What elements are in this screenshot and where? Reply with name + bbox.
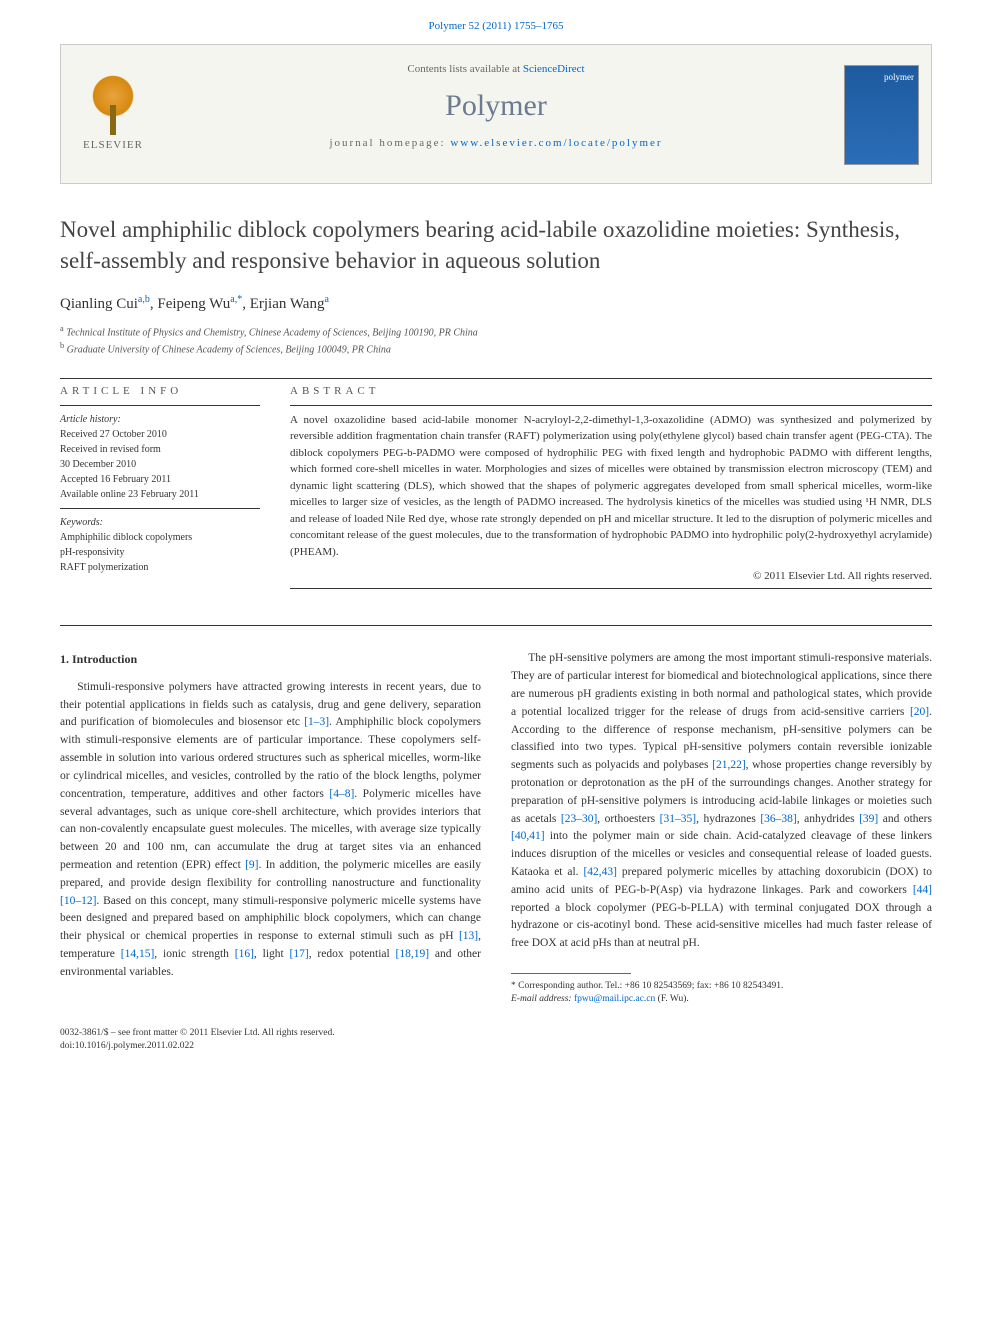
elsevier-label: ELSEVIER: [73, 139, 153, 151]
copyright-line: © 2011 Elsevier Ltd. All rights reserved…: [290, 570, 932, 582]
abstract-column: ABSTRACT A novel oxazolidine based acid-…: [290, 385, 932, 596]
section-heading: 1. Introduction: [60, 650, 481, 669]
citation-link[interactable]: [40,41]: [511, 830, 545, 842]
divider: [60, 405, 260, 406]
footer: 0032-3861/$ – see front matter © 2011 El…: [60, 1027, 932, 1054]
divider: [60, 378, 932, 379]
body-paragraph: The pH-sensitive polymers are among the …: [511, 650, 932, 953]
doi-line: doi:10.1016/j.polymer.2011.02.022: [60, 1040, 932, 1053]
article-title: Novel amphiphilic diblock copolymers bea…: [60, 214, 932, 276]
journal-reference: Polymer 52 (2011) 1755–1765: [60, 20, 932, 32]
divider: [290, 405, 932, 406]
history-heading: Article history:: [60, 412, 260, 427]
sciencedirect-link[interactable]: ScienceDirect: [523, 63, 585, 75]
citation-link[interactable]: [14,15]: [121, 948, 155, 960]
citation-link[interactable]: [42,43]: [583, 866, 617, 878]
elsevier-tree-icon: [83, 75, 143, 135]
footnote-divider: [511, 973, 631, 974]
author: Qianling Cuia,b: [60, 296, 150, 312]
citation-link[interactable]: [18,19]: [396, 948, 430, 960]
citation-link[interactable]: [13]: [459, 930, 478, 942]
homepage-link[interactable]: www.elsevier.com/locate/polymer: [450, 137, 662, 149]
online-date: Available online 23 February 2011: [60, 487, 260, 502]
citation-link[interactable]: [9]: [245, 859, 258, 871]
citation-link[interactable]: [36–38]: [760, 813, 796, 825]
citation-link[interactable]: [23–30]: [561, 813, 597, 825]
article-info-column: ARTICLE INFO Article history: Received 2…: [60, 385, 260, 596]
corresponding-author-note: * Corresponding author. Tel.: +86 10 825…: [511, 980, 932, 993]
citation-link[interactable]: [20]: [910, 706, 929, 718]
citation-link[interactable]: [44]: [913, 884, 932, 896]
issn-line: 0032-3861/$ – see front matter © 2011 El…: [60, 1027, 932, 1040]
author: Feipeng Wua,*: [157, 296, 242, 312]
email-line: E-mail address: fpwu@mail.ipc.ac.cn (F. …: [511, 993, 932, 1006]
article-body: 1. Introduction Stimuli-responsive polym…: [60, 650, 932, 1006]
keyword: pH-responsivity: [60, 545, 260, 560]
homepage-line: journal homepage: www.elsevier.com/locat…: [61, 137, 931, 149]
received-date: Received 27 October 2010: [60, 427, 260, 442]
divider: [290, 588, 932, 589]
contents-line: Contents lists available at ScienceDirec…: [61, 63, 931, 75]
article-info-label: ARTICLE INFO: [60, 385, 260, 397]
keywords-heading: Keywords:: [60, 515, 260, 530]
citation-link[interactable]: [10–12]: [60, 895, 96, 907]
citation-link[interactable]: [17]: [290, 948, 309, 960]
journal-header-box: ELSEVIER Contents lists available at Sci…: [60, 44, 932, 184]
keyword: RAFT polymerization: [60, 560, 260, 575]
journal-name: Polymer: [61, 89, 931, 123]
journal-cover-thumbnail[interactable]: polymer: [844, 65, 919, 165]
email-link[interactable]: fpwu@mail.ipc.ac.cn: [574, 994, 655, 1004]
accepted-date: Accepted 16 February 2011: [60, 472, 260, 487]
citation-link[interactable]: [31–35]: [660, 813, 696, 825]
divider: [60, 508, 260, 509]
abstract-label: ABSTRACT: [290, 385, 932, 397]
keyword: Amphiphilic diblock copolymers: [60, 530, 260, 545]
elsevier-logo[interactable]: ELSEVIER: [73, 75, 153, 151]
citation-link[interactable]: [39]: [859, 813, 878, 825]
journal-ref-link[interactable]: Polymer 52 (2011) 1755–1765: [429, 20, 564, 32]
citation-link[interactable]: [4–8]: [329, 788, 354, 800]
abstract-text: A novel oxazolidine based acid-labile mo…: [290, 412, 932, 561]
affiliations: a Technical Institute of Physics and Che…: [60, 323, 932, 358]
revised-date: 30 December 2010: [60, 457, 260, 472]
revised-label: Received in revised form: [60, 442, 260, 457]
body-paragraph: Stimuli-responsive polymers have attract…: [60, 679, 481, 982]
citation-link[interactable]: [16]: [235, 948, 254, 960]
divider: [60, 625, 932, 626]
citation-link[interactable]: [21,22]: [712, 759, 746, 771]
author: Erjian Wanga: [250, 296, 329, 312]
author-list: Qianling Cuia,b, Feipeng Wua,*, Erjian W…: [60, 294, 932, 313]
citation-link[interactable]: [1–3]: [304, 716, 329, 728]
